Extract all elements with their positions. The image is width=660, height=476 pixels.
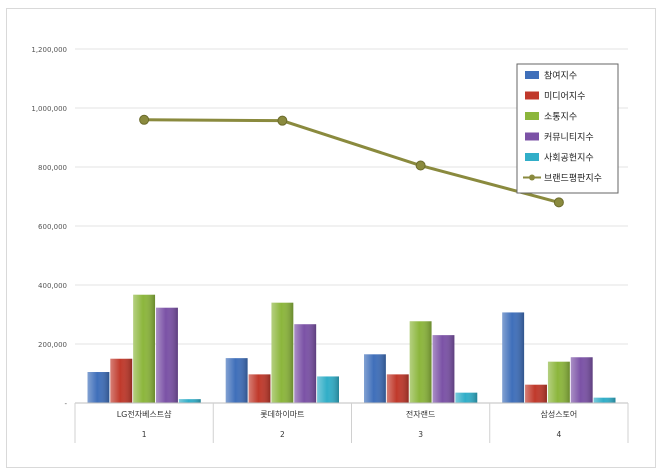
bar [317, 376, 339, 403]
legend-label: 커뮤니티지수 [544, 132, 594, 143]
bar [409, 321, 432, 403]
bar [178, 399, 201, 403]
bar-shade [294, 324, 317, 403]
bar-shade [525, 384, 547, 403]
legend-label: 사회공헌지수 [544, 153, 594, 164]
bar [271, 302, 294, 403]
bar [225, 358, 248, 403]
x-category-number: 1 [142, 430, 147, 439]
y-tick-label: 1,000,000 [31, 105, 67, 113]
legend-item: 소통지수 [525, 112, 577, 123]
bar-shade [547, 361, 570, 403]
legend-swatch [525, 112, 539, 120]
bar-shade [432, 335, 455, 403]
bar [248, 374, 271, 403]
x-category-number: 2 [280, 430, 285, 439]
x-tick-label: 롯데하이마트 [260, 409, 304, 419]
legend-item: 브랜드평판지수 [523, 173, 602, 184]
y-tick-label: 200,000 [38, 341, 67, 349]
y-tick-label: 600,000 [38, 223, 67, 231]
bar [110, 358, 133, 403]
bar-shade [87, 372, 110, 403]
bar [570, 357, 593, 403]
bar-shade [271, 302, 294, 403]
legend-marker [529, 174, 535, 181]
y-tick-label: 1,200,000 [31, 46, 67, 54]
bar-shade [225, 358, 248, 403]
bar-shade [178, 399, 201, 403]
legend-label: 소통지수 [544, 112, 577, 123]
bar-shade [110, 358, 133, 403]
line-point [553, 197, 564, 208]
bar [455, 392, 478, 403]
bar-shade [133, 294, 156, 403]
bar [386, 374, 409, 403]
brand-reputation-chart: - 200,000 400,000 600,000 800,000 1,000,000 1,… [31, 46, 629, 443]
bar-shade [156, 307, 178, 403]
bar-shade [364, 354, 386, 403]
bar-shade [570, 357, 593, 403]
y-tick-label: 800,000 [38, 164, 67, 172]
line-point [415, 160, 426, 171]
bar [156, 307, 178, 403]
bar-shade [317, 376, 339, 403]
line-series [144, 118, 560, 204]
legend-swatch [525, 132, 539, 141]
legend-swatch [525, 71, 539, 79]
bar-shade [502, 312, 525, 403]
bar-shade [593, 397, 616, 403]
bar [294, 324, 317, 403]
legend-item: 사회공헌지수 [525, 153, 594, 164]
x-category-number: 4 [556, 430, 561, 439]
line-point [277, 115, 288, 126]
x-tick-label: LG전자베스트샵 [117, 409, 172, 419]
y-tick-label: 400,000 [38, 282, 67, 290]
chart-frame: - 200,000 400,000 600,000 800,000 1,000,000 1,… [6, 8, 656, 468]
bar [525, 384, 547, 403]
bar-shade [409, 321, 432, 403]
bar [432, 335, 455, 403]
legend-swatch [525, 153, 539, 161]
legend-swatch [525, 91, 539, 100]
bar [364, 354, 386, 403]
bar [87, 372, 110, 403]
x-tick-label: 삼성스토어 [540, 409, 577, 419]
bar [547, 361, 570, 403]
legend-label: 브랜드평판지수 [544, 173, 602, 184]
bar-shade [248, 374, 271, 403]
bar [502, 312, 525, 403]
legend-item: 참여지수 [525, 70, 577, 82]
bar [593, 397, 616, 403]
legend-label: 미디어지수 [544, 91, 585, 102]
x-category-number: 3 [418, 430, 423, 439]
bar-shade [386, 374, 409, 403]
legend-label: 참여지수 [544, 70, 577, 82]
legend-item: 커뮤니티지수 [525, 132, 594, 143]
bar-shade [455, 392, 478, 403]
legend-box [516, 63, 619, 194]
legend-item: 미디어지수 [525, 91, 585, 102]
bar [133, 294, 156, 403]
y-tick-label: - [64, 400, 67, 408]
x-tick-label: 전자랜드 [406, 409, 435, 419]
line-point [139, 114, 150, 125]
